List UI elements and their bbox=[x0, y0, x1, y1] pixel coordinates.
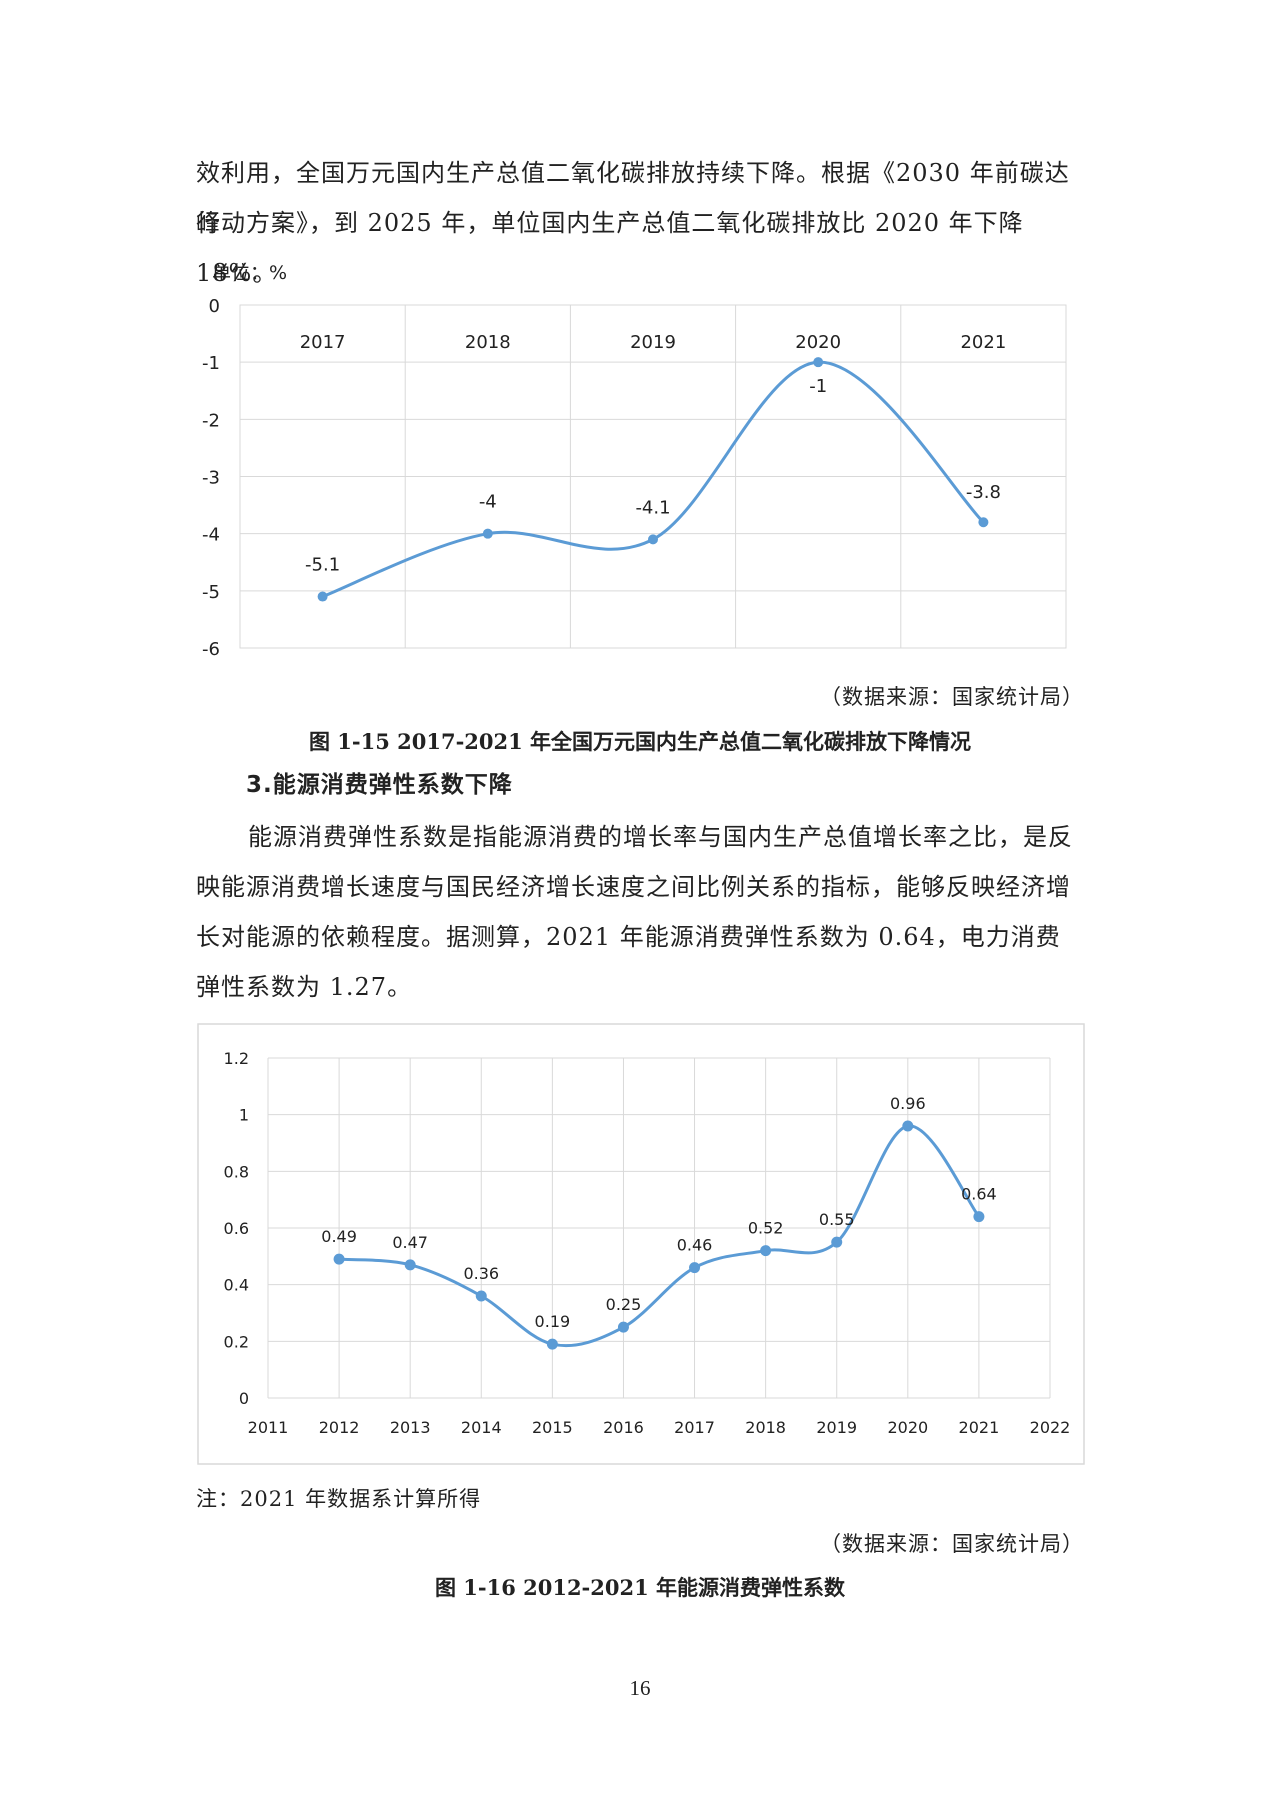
chart1-data-label: -4 bbox=[479, 492, 497, 513]
chart1-x-tick-label: 2018 bbox=[465, 332, 511, 353]
figure1-source: （数据来源：国家统计局） bbox=[820, 685, 1084, 709]
chart2-data-point bbox=[617, 1321, 629, 1333]
chart2-x-tick-label: 2020 bbox=[887, 1418, 928, 1437]
chart2-y-tick-label: 0.2 bbox=[224, 1332, 249, 1351]
chart1-data-point bbox=[648, 534, 658, 545]
chart1-y-tick-label: 0 bbox=[209, 296, 220, 317]
chart2-x-tick-label: 2013 bbox=[390, 1418, 431, 1437]
chart2-y-tick-label: 1.2 bbox=[224, 1049, 249, 1068]
chart1-x-tick-label: 2021 bbox=[960, 332, 1006, 353]
figure1-caption: 图 1-15 2017-2021 年全国万元国内生产总值二氧化碳排放下降情况 bbox=[308, 729, 972, 754]
co2-reduction-line-chart: 0 -1 -2 -3 -4 -5 -6 2017 2018 2019 2020 2021 -5.1 -4 -… bbox=[202, 296, 1067, 660]
intro-paragraph-line-2: 行动方案》，到 2025 年，单位国内生产总值二氧化碳排放比 2020 年下降 … bbox=[196, 209, 1024, 287]
chart2-data-label: 0.46 bbox=[677, 1236, 713, 1255]
chart1-series-line bbox=[322, 360, 985, 598]
chart2-x-tick-label: 2017 bbox=[674, 1418, 715, 1437]
chart2-data-point bbox=[333, 1253, 345, 1265]
chart2-x-tick-label: 2019 bbox=[816, 1418, 857, 1437]
chart1-data-point bbox=[978, 517, 989, 528]
figure2-caption: 图 1-16 2012-2021 年能源消费弹性系数 bbox=[434, 1575, 846, 1600]
chart1-data-label: -5.1 bbox=[305, 555, 340, 576]
chart2-x-tick-label: 2014 bbox=[461, 1418, 502, 1437]
chart1-x-tick-label: 2019 bbox=[630, 332, 676, 353]
chart1-y-tick-label: -2 bbox=[202, 410, 220, 431]
chart1-data-point bbox=[317, 591, 328, 602]
chart1-data-point bbox=[482, 528, 493, 539]
figure2-source: （数据来源：国家统计局） bbox=[820, 1532, 1084, 1556]
intro-paragraph-line-1: 效利用，全国万元国内生产总值二氧化碳排放持续下降。根据《2030 年前碳达峰 bbox=[196, 159, 1070, 237]
chart2-series-line bbox=[338, 1124, 981, 1348]
chart2-data-point bbox=[973, 1211, 985, 1223]
chart2-y-tick-label: 0 bbox=[239, 1389, 249, 1408]
page-number: 16 bbox=[629, 1676, 651, 1700]
chart1-unit-label: 单位：% bbox=[212, 262, 288, 284]
chart2-x-tick-label: 2011 bbox=[248, 1418, 289, 1437]
chart2-data-label: 0.52 bbox=[748, 1219, 784, 1238]
chart1-x-tick-label: 2020 bbox=[795, 332, 841, 353]
chart2-x-tick-label: 2021 bbox=[959, 1418, 1000, 1437]
chart1-data-label: -3.8 bbox=[966, 482, 1001, 503]
chart2-data-label: 0.19 bbox=[535, 1312, 571, 1331]
chart2-data-point bbox=[546, 1338, 558, 1350]
energy-elasticity-line-chart: 1.2 1 0.8 0.6 0.4 0.2 0 2011 2012 2013 2014 2015 201… bbox=[197, 1023, 1085, 1465]
chart2-data-point bbox=[831, 1236, 843, 1248]
chart2-data-point bbox=[404, 1259, 416, 1271]
chart1-data-label: -1 bbox=[809, 376, 827, 397]
chart2-data-label: 0.36 bbox=[463, 1264, 499, 1283]
chart1-y-tick-label: -1 bbox=[202, 353, 220, 374]
chart2-x-tick-label: 2015 bbox=[532, 1418, 573, 1437]
chart2-data-label: 0.55 bbox=[819, 1210, 855, 1229]
elasticity-paragraph: 能源消费弹性系数是指能源消费的增长率与国内生产总值增长率之比，是反映能源消费增长… bbox=[196, 823, 1073, 1001]
chart2-data-label: 0.25 bbox=[606, 1295, 642, 1314]
chart1-y-tick-label: -6 bbox=[202, 639, 220, 660]
chart2-y-tick-label: 0.4 bbox=[224, 1276, 249, 1295]
chart2-x-tick-label: 2018 bbox=[745, 1418, 786, 1437]
figure2-note: 注：2021 年数据系计算所得 bbox=[196, 1487, 482, 1511]
chart1-y-tick-label: -5 bbox=[202, 582, 220, 603]
chart2-y-tick-label: 0.8 bbox=[224, 1162, 249, 1181]
section-heading: 3.能源消费弹性系数下降 bbox=[246, 772, 513, 798]
chart1-y-tick-label: -4 bbox=[202, 525, 220, 546]
chart1-data-label: -4.1 bbox=[635, 497, 670, 518]
chart2-data-label: 0.96 bbox=[890, 1094, 926, 1113]
chart2-x-tick-label: 2016 bbox=[603, 1418, 644, 1437]
chart2-data-point bbox=[760, 1245, 772, 1257]
chart2-x-tick-label: 2022 bbox=[1030, 1418, 1071, 1437]
chart2-x-tick-label: 2012 bbox=[319, 1418, 360, 1437]
chart2-y-tick-label: 1 bbox=[239, 1106, 249, 1125]
chart2-data-label: 0.47 bbox=[392, 1233, 428, 1252]
chart1-x-tick-label: 2017 bbox=[300, 332, 346, 353]
chart2-frame bbox=[197, 1023, 1085, 1465]
chart2-data-point bbox=[902, 1120, 914, 1132]
chart2-data-label: 0.49 bbox=[321, 1227, 357, 1246]
chart2-data-point bbox=[689, 1262, 701, 1274]
chart2-data-label: 0.64 bbox=[961, 1185, 997, 1204]
chart1-data-point bbox=[813, 357, 824, 368]
chart2-data-point bbox=[475, 1290, 487, 1302]
chart1-y-tick-label: -3 bbox=[202, 468, 220, 489]
chart2-y-tick-label: 0.6 bbox=[224, 1219, 249, 1238]
